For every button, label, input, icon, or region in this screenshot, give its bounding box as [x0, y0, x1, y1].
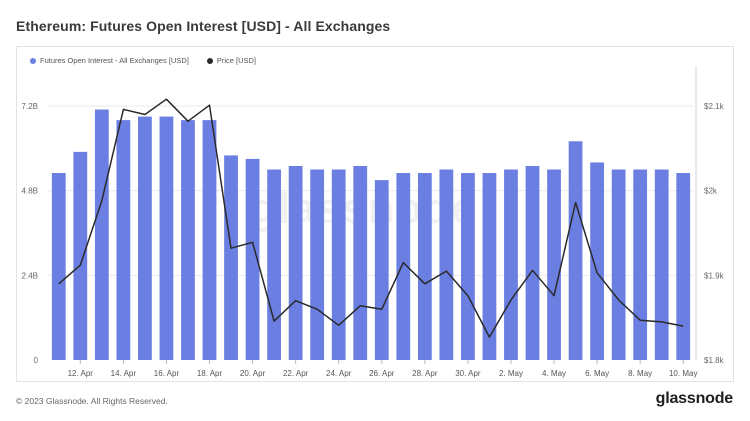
- chart-legend: Futures Open Interest - All Exchanges [U…: [30, 56, 256, 65]
- bar-open-interest: [94, 109, 109, 361]
- copyright-text: © 2023 Glassnode. All Rights Reserved.: [16, 396, 168, 406]
- bar-open-interest: [547, 169, 561, 360]
- bar-open-interest: [353, 165, 368, 360]
- bar-open-interest: [116, 120, 131, 360]
- legend-item-price[interactable]: Price [USD]: [206, 56, 257, 65]
- bar-open-interest: [396, 173, 411, 360]
- bar-open-interest: [611, 169, 626, 360]
- x-tick-label: 4. May: [542, 369, 566, 378]
- bar-open-interest: [310, 169, 325, 360]
- y-left-tick-label: 2.4B: [22, 271, 38, 280]
- legend-swatch-open-interest: [30, 57, 36, 64]
- bar-open-interest: [159, 116, 174, 360]
- y-left-tick-label: 4.8B: [22, 187, 38, 196]
- y-left-tick-label: 0: [34, 356, 39, 365]
- brand-logo[interactable]: glassnode: [655, 390, 734, 407]
- legend-swatch-price: [206, 57, 213, 64]
- y-right-tick-label: $2k: [704, 187, 718, 196]
- bar-open-interest: [525, 165, 540, 360]
- bar-open-interest: [224, 155, 238, 360]
- x-tick-label: 8. May: [628, 369, 652, 378]
- bar-open-interest: [417, 173, 432, 360]
- x-tick-label: 6. May: [585, 369, 609, 378]
- chart-frame: [16, 46, 734, 382]
- bar-open-interest: [267, 169, 281, 360]
- chart-title: Ethereum: Futures Open Interest [USD] - …: [16, 18, 391, 34]
- bar-open-interest: [590, 162, 604, 360]
- x-tick-label: 30. Apr: [455, 369, 481, 378]
- y-right-tick-label: $1.9k: [704, 271, 725, 280]
- price-line: [58, 98, 684, 338]
- bar-open-interest: [138, 116, 152, 360]
- bar-open-interest: [568, 141, 583, 360]
- bar-open-interest: [482, 173, 497, 360]
- bar-open-interest: [202, 120, 217, 360]
- x-tick-label: 28. Apr: [412, 369, 438, 378]
- y-right-tick-label: $1.8k: [704, 356, 725, 365]
- y-left-tick-label: 7.2B: [22, 102, 38, 111]
- x-tick-label: 26. Apr: [369, 369, 395, 378]
- bar-open-interest: [461, 173, 475, 360]
- x-tick-label: 2. May: [499, 369, 523, 378]
- bar-open-interest: [73, 151, 88, 360]
- x-tick-label: 24. Apr: [326, 369, 352, 378]
- bar-open-interest: [288, 165, 303, 360]
- bar-open-interest: [676, 173, 691, 360]
- x-tick-label: 18. Apr: [197, 369, 223, 378]
- bar-open-interest: [331, 169, 346, 360]
- bar-open-interest: [439, 169, 454, 360]
- x-tick-label: 10. May: [669, 369, 697, 378]
- bar-open-interest: [504, 169, 518, 360]
- legend-label-open-interest: Futures Open Interest - All Exchanges [U…: [40, 56, 189, 65]
- bar-open-interest: [51, 173, 66, 360]
- y-right-tick-label: $2.1k: [704, 102, 725, 111]
- bar-open-interest: [181, 120, 195, 360]
- bar-open-interest: [374, 180, 389, 360]
- x-tick-label: 20. Apr: [240, 369, 266, 378]
- x-tick-label: 12. Apr: [68, 369, 94, 378]
- x-tick-label: 16. Apr: [154, 369, 180, 378]
- x-tick-label: 22. Apr: [283, 369, 309, 378]
- legend-label-price: Price [USD]: [216, 56, 257, 65]
- x-tick-label: 14. Apr: [111, 369, 137, 378]
- bar-open-interest: [654, 169, 669, 360]
- bar-open-interest: [245, 158, 260, 360]
- bar-open-interest: [633, 169, 648, 360]
- legend-item-open-interest[interactable]: Futures Open Interest - All Exchanges [U…: [30, 56, 189, 65]
